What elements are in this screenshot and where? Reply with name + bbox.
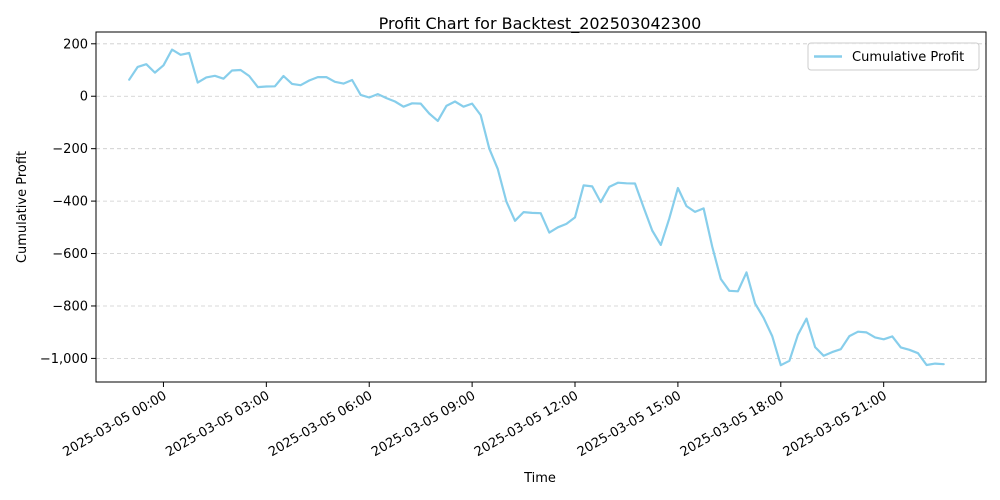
- y-tick-label: −1,000: [40, 352, 88, 367]
- y-tick-label: −400: [52, 195, 88, 210]
- chart-title: Profit Chart for Backtest_202503042300: [379, 14, 702, 34]
- plot-area-frame: [95, 31, 987, 383]
- legend: Cumulative Profit: [807, 42, 980, 71]
- y-tick-label: −600: [52, 247, 88, 262]
- y-axis: 200 0 −200 −400 −600 −800 −1,000: [40, 37, 96, 367]
- series-line-cumulative-profit: [128, 48, 945, 367]
- x-axis-label: Time: [523, 471, 556, 486]
- y-axis-label: Cumulative Profit: [15, 151, 30, 263]
- legend-entry-cumulative-profit: Cumulative Profit: [852, 50, 964, 65]
- legend-box: [807, 42, 980, 71]
- series-layer: [128, 48, 945, 367]
- y-tick-label: −200: [52, 142, 88, 157]
- y-tick-label: 200: [63, 37, 88, 52]
- y-tick-label: 0: [80, 90, 88, 105]
- grid-layer: [96, 43, 986, 359]
- y-tick-label: −800: [52, 299, 88, 314]
